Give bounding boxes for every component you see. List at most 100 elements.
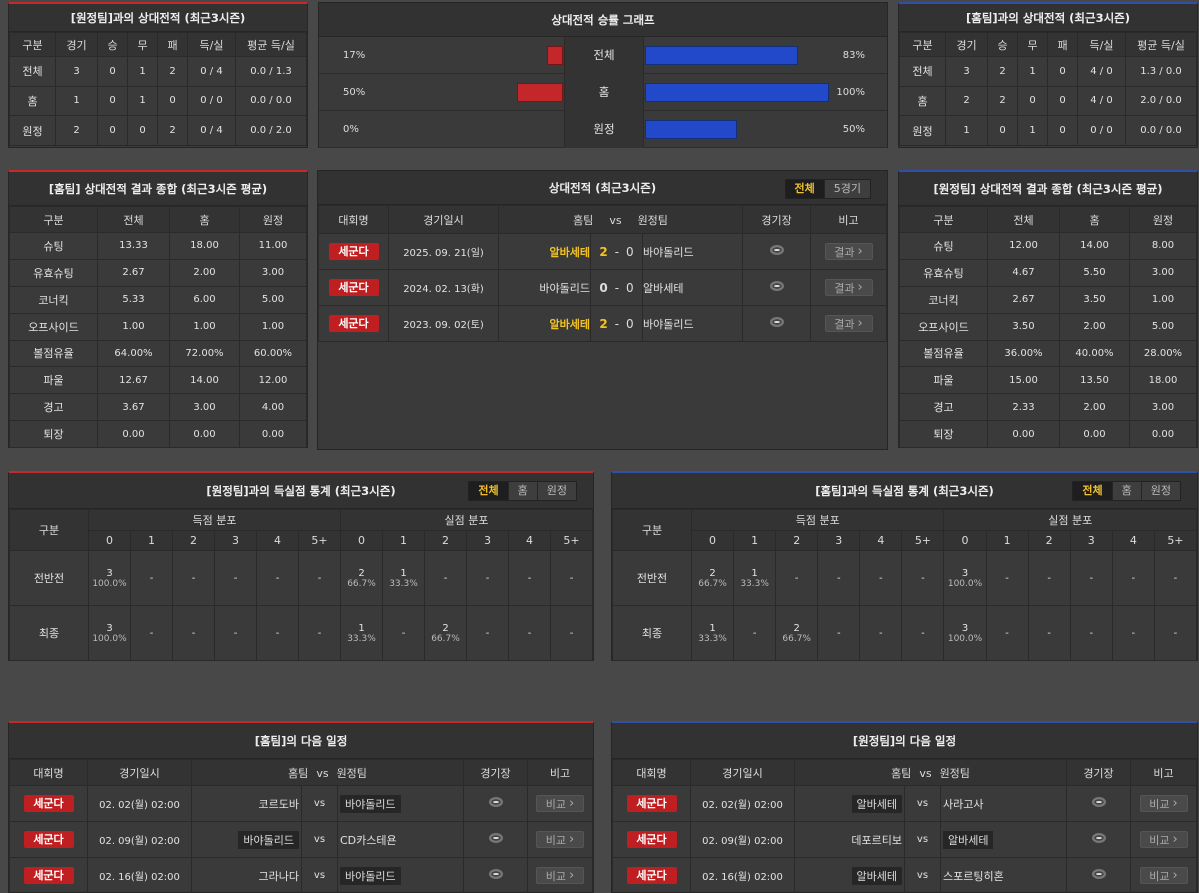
panel-title: [홈팀] 상대전적 결과 종합 (최근3시즌 평균) <box>9 172 307 206</box>
chevron-right-icon: › <box>1172 796 1178 811</box>
header-row: 구분 득점 분포 실점 분포 <box>9 509 593 551</box>
cell-value: 12.67 <box>97 366 170 395</box>
league-cell: 세군다 <box>318 233 389 270</box>
count: - <box>1173 572 1178 584</box>
count: 2 <box>709 567 716 579</box>
conceded-cell: - <box>1027 605 1071 661</box>
count: - <box>443 572 448 584</box>
header-row: 0 1 2 3 4 5+ 0 1 2 3 4 5+ <box>10 530 593 551</box>
row-label: 슈팅 <box>899 232 988 260</box>
panel-title: [원정팀]의 다음 일정 <box>612 723 1197 759</box>
action-button[interactable]: 결과 › <box>824 279 873 296</box>
tab-all[interactable]: 전체 <box>785 180 825 198</box>
col-header: 패 <box>1047 32 1078 57</box>
cell-value: 0 <box>157 85 188 117</box>
vs-cell: vs <box>904 857 941 893</box>
col-header: 구분 <box>899 206 988 233</box>
count: - <box>1089 572 1094 584</box>
col-header: 경기일시 <box>87 759 192 786</box>
cell-value: 0.00 <box>169 420 240 448</box>
cell-value: 0 / 0 <box>1077 115 1126 146</box>
cell-value: 3.00 <box>239 258 307 287</box>
table-row: 볼점유율 36.00% 40.00% 28.00% <box>899 339 1197 368</box>
note-cell: 비교 › <box>1130 857 1197 893</box>
tab-option[interactable]: 5경기 <box>833 182 861 195</box>
action-button[interactable]: 비교 › <box>536 795 584 812</box>
away-summary-panel: [원정팀] 상대전적 결과 종합 (최근3시즌 평균) 구분 전체 홈 원정 슈팅 12… <box>898 170 1198 448</box>
action-button[interactable]: 결과 › <box>824 243 873 260</box>
count: 3 <box>961 622 969 634</box>
col-header: 홈 <box>1059 206 1130 233</box>
date-cell: 2024. 02. 13(화) <box>388 269 499 306</box>
action-button[interactable]: 결과 › <box>824 315 873 332</box>
tab-option[interactable]: 홈 <box>509 482 538 500</box>
goal-count-header: 3 <box>1069 530 1113 551</box>
count: - <box>1047 572 1051 584</box>
cell-value: 11.00 <box>239 232 307 260</box>
away-header: 원정팀 <box>336 766 367 780</box>
cell-value: 1.00 <box>1129 285 1197 314</box>
home-header: 홈팀 <box>891 766 912 780</box>
action-button[interactable]: 비교 › <box>1139 795 1188 812</box>
col-header: 전체 <box>987 206 1060 233</box>
action-button[interactable]: 비교 › <box>1139 831 1188 848</box>
tab-option[interactable]: 원정 <box>546 484 567 497</box>
col-header: 패 <box>157 32 188 57</box>
table-row: 파울 12.67 14.00 12.00 <box>9 366 307 395</box>
count: - <box>879 572 883 584</box>
row-label: 슈팅 <box>9 232 98 260</box>
scored-cell: - <box>172 605 215 661</box>
percent: 66.7% <box>431 633 460 644</box>
win-rate-graph-panel: 상대전적 승률 그래프 17% 전체 83% 50% 홈 100% 0% 원정 50% <box>318 2 888 148</box>
col-header: 대회명 <box>612 759 691 786</box>
action-button[interactable]: 비교 › <box>1139 867 1188 884</box>
tab-all[interactable]: 전체 <box>1073 482 1113 500</box>
table-row: 원정 1 0 1 0 0 / 0 0.0 / 0.0 <box>899 115 1197 146</box>
cell-value: 5.00 <box>239 285 307 314</box>
button-label: 비교 <box>1149 797 1170 811</box>
home-team: 코르도바 <box>258 797 299 811</box>
tab-all[interactable]: 전체 <box>469 482 509 500</box>
goal-count-header: 4 <box>859 530 903 551</box>
button-label: 비교 <box>545 833 567 847</box>
home-team: 알바세테 <box>851 794 902 813</box>
date-cell: 02. 02(월) 02:00 <box>690 785 795 822</box>
tab-option[interactable]: 원정 <box>1150 484 1171 497</box>
cell-value: 0 / 4 <box>187 56 236 87</box>
away-team-cell: CD카스테욘 <box>337 821 464 858</box>
vs-header: vs <box>609 213 622 227</box>
cell-value: 0 <box>97 56 128 87</box>
h2h-matches-panel: 상대전적 (최근3시즌) 전체 5경기 대회명 경기일시 홈팀 vs 원정팀 경기장 비고 세… <box>317 170 888 450</box>
tab-option[interactable]: 홈 <box>1113 482 1142 500</box>
conceded-cell: - <box>1111 605 1155 661</box>
conceded-cell: 3 100.0% <box>943 550 987 606</box>
col-header: 경기장 <box>742 205 812 234</box>
col-header: 경기일시 <box>388 205 499 234</box>
graph-row: 0% 원정 50% <box>319 111 887 148</box>
col-header: 승 <box>97 32 128 57</box>
away-team-cell: 바야돌리드 <box>337 785 464 822</box>
table-row: 전반전 2 66.7% 1 33.3% - - - -3 100.0% - - - - - <box>612 550 1198 606</box>
cell-value: 0 <box>1047 56 1078 87</box>
count: - <box>1005 627 1009 639</box>
table-row: 최종 3 100.0% - - - - -1 33.3% -2 66.7% - - - <box>9 605 593 661</box>
goal-stats-right-table: 구분 득점 분포 실점 분포 0 1 2 3 4 5+ 0 1 2 3 4 5+ 전반전 2 66.7% 1 33.3… <box>612 509 1198 661</box>
league-cell: 세군다 <box>9 785 88 822</box>
action-button[interactable]: 비교 › <box>536 831 584 848</box>
action-button[interactable]: 비교 › <box>536 867 584 884</box>
vs-cell: vs <box>301 821 338 858</box>
table-row: 전반전 3 100.0% - - - - -2 66.7% 1 33.3% - - - - <box>9 550 593 606</box>
stadium-icon <box>769 317 784 327</box>
away-header: 원정팀 <box>637 213 668 227</box>
cell-value: 2 <box>55 115 98 146</box>
left-bar <box>547 46 563 65</box>
row-label: 경고 <box>9 393 98 422</box>
goal-count-header: 0 <box>943 530 987 551</box>
cell-value: 18.00 <box>1129 366 1197 395</box>
table-row: 퇴장 0.00 0.00 0.00 <box>899 420 1197 448</box>
table-row: 오프사이드 1.00 1.00 1.00 <box>9 312 307 341</box>
panel-title: 상대전적 승률 그래프 <box>319 3 887 37</box>
goal-count-header: 0 <box>340 530 383 551</box>
table-row: 슈팅 12.00 14.00 8.00 <box>899 232 1197 260</box>
